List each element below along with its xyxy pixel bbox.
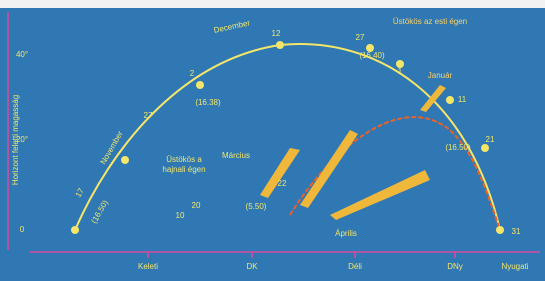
annotation: 22 — [278, 179, 287, 188]
y-label: 0 — [20, 225, 25, 234]
annotation: (16.38) — [195, 98, 221, 107]
annotation: 10 — [176, 211, 185, 220]
x-label: Déli — [348, 262, 362, 271]
annotation: (16.40) — [359, 51, 385, 60]
annotation: (5.50) — [246, 202, 267, 211]
annotation: 21 — [486, 135, 495, 144]
annotation: 27 — [356, 33, 365, 42]
x-label: Nyugati — [501, 262, 528, 271]
annotation: Március — [222, 151, 250, 160]
x-label: DNy — [447, 262, 463, 271]
sky-chart: 40°20°0Horizont feletti magasságKeletiDK… — [0, 0, 545, 281]
background — [0, 0, 545, 281]
annotation: hajnali égen — [162, 165, 205, 174]
x-label: Keleti — [138, 262, 158, 271]
annotation: 27 — [144, 111, 153, 120]
x-label: DK — [246, 262, 258, 271]
annotation: Üstökös a — [166, 155, 202, 164]
annotation: Üstökös az esti égen — [393, 17, 467, 26]
annotation: 12 — [272, 29, 281, 38]
y-label: 40° — [16, 50, 28, 59]
annotation: 11 — [458, 95, 467, 104]
annotation: (16.50) — [445, 143, 471, 152]
annotation: Április — [335, 229, 357, 238]
top-strip — [0, 0, 545, 8]
annotation: 31 — [512, 227, 521, 236]
annotation: 1 — [398, 67, 403, 76]
annotation: 20 — [192, 201, 201, 210]
y-axis-title: Horizont feletti magasság — [11, 95, 20, 185]
annotation: Január — [428, 71, 453, 80]
annotation: 2 — [190, 69, 195, 78]
